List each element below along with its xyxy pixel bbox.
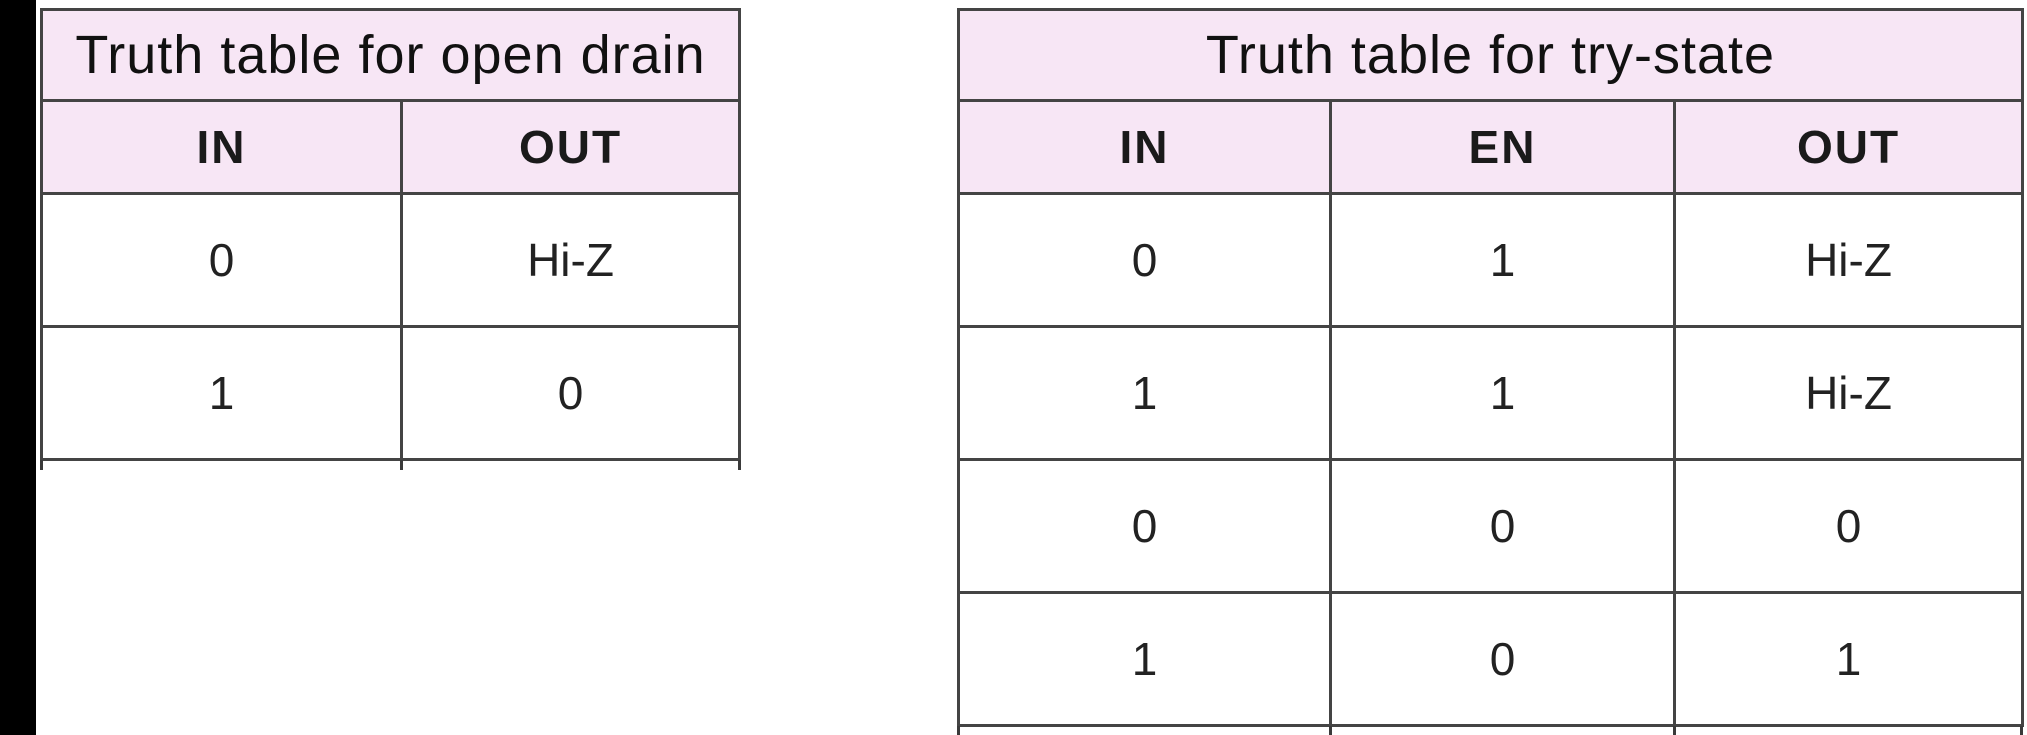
table-cell: 0	[1673, 458, 2024, 594]
table-cell: 1	[957, 325, 1332, 461]
column-header-in: IN	[40, 99, 403, 195]
grid-line-overshoot	[40, 460, 43, 470]
table-cell: 0	[40, 192, 403, 328]
table-row: 1 1 Hi-Z	[957, 325, 2024, 461]
table-row: 0 1 Hi-Z	[957, 192, 2024, 328]
table-cell: 0	[957, 458, 1332, 594]
table-cell: 1	[1329, 192, 1676, 328]
table-title: Truth table for try-state	[957, 8, 2024, 102]
column-header-in: IN	[957, 99, 1332, 195]
grid-line-overshoot	[1673, 726, 1676, 735]
grid-line-overshoot	[400, 460, 403, 470]
table-row: 0 0 0	[957, 458, 2024, 594]
table-cell: 1	[1329, 325, 1676, 461]
try-state-table-container: Truth table for try-state IN EN OUT 0 1 …	[957, 8, 2024, 735]
table-cell: Hi-Z	[1673, 192, 2024, 328]
table-row: 1 0 1	[957, 591, 2024, 727]
table-row: 0 Hi-Z	[40, 192, 741, 328]
grid-line-overshoot	[957, 726, 960, 735]
open-drain-table-container: Truth table for open drain IN OUT 0 Hi-Z…	[40, 8, 741, 470]
grid-line-overshoot	[2020, 726, 2023, 735]
grid-line-overshoot	[1329, 726, 1332, 735]
column-header-en: EN	[1329, 99, 1676, 195]
table-header-row: IN OUT	[40, 99, 741, 195]
table-cell: 1	[40, 325, 403, 461]
left-edge-black-bar	[0, 0, 36, 735]
column-header-out: OUT	[400, 99, 741, 195]
table-cell: 0	[1329, 458, 1676, 594]
table-cell: 0	[957, 192, 1332, 328]
table-cell: Hi-Z	[400, 192, 741, 328]
grid-line-overshoot	[738, 460, 741, 470]
table-title: Truth table for open drain	[40, 8, 741, 102]
table-title-row: Truth table for open drain	[40, 8, 741, 102]
open-drain-table: Truth table for open drain IN OUT 0 Hi-Z…	[40, 8, 741, 461]
table-cell: 0	[1329, 591, 1676, 727]
table-row: 1 0	[40, 325, 741, 461]
table-header-row: IN EN OUT	[957, 99, 2024, 195]
try-state-table: Truth table for try-state IN EN OUT 0 1 …	[957, 8, 2024, 727]
table-cell: Hi-Z	[1673, 325, 2024, 461]
table-title-row: Truth table for try-state	[957, 8, 2024, 102]
table-cell: 1	[1673, 591, 2024, 727]
table-cell: 0	[400, 325, 741, 461]
table-cell: 1	[957, 591, 1332, 727]
column-header-out: OUT	[1673, 99, 2024, 195]
